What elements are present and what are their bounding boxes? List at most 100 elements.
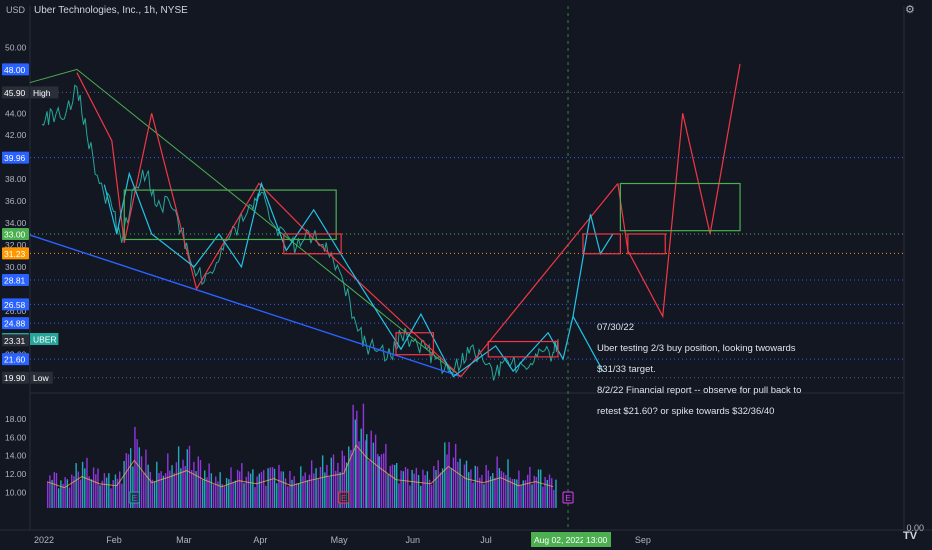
- volume-bar: [147, 464, 149, 508]
- red-range-box: [487, 340, 559, 358]
- volume-bar: [73, 476, 75, 508]
- volume-bar: [269, 467, 271, 508]
- symbol-title[interactable]: Uber Technologies, Inc., 1h, NYSE: [34, 5, 188, 16]
- cursor-time-badge: [583, 532, 612, 547]
- volume-bar: [366, 434, 368, 508]
- volume-bar: [511, 479, 514, 508]
- volume-bar: [368, 460, 370, 508]
- volume-bar: [140, 456, 143, 508]
- volume-tick-label: 18.00: [5, 414, 27, 424]
- x-tick-label: Mar: [176, 535, 192, 545]
- volume-bar: [77, 471, 80, 508]
- volume-bar: [123, 461, 125, 508]
- x-tick-label: May: [331, 535, 349, 545]
- volume-bar: [252, 469, 254, 508]
- volume-bar: [173, 472, 175, 508]
- volume-bar: [529, 466, 531, 508]
- tradingview-logo[interactable]: TV: [903, 530, 918, 542]
- volume-bar: [60, 480, 62, 508]
- volume-bar: [433, 466, 435, 508]
- price-label-tag: [30, 86, 59, 99]
- volume-bar: [370, 430, 372, 508]
- volume-bar: [151, 479, 154, 508]
- volume-bar: [136, 439, 138, 508]
- volume-bar: [197, 456, 199, 508]
- volume-bar: [420, 485, 422, 508]
- volume-bar: [215, 476, 217, 508]
- volume-bar: [360, 428, 362, 508]
- volume-bar: [424, 475, 426, 508]
- volume-bar: [55, 472, 58, 508]
- volume-bar: [457, 461, 459, 508]
- volume-bar: [149, 471, 152, 508]
- volume-bar: [535, 476, 538, 508]
- volume-bar: [540, 469, 542, 508]
- volume-bar: [439, 472, 442, 508]
- volume-bar: [354, 419, 357, 508]
- volume-bar: [101, 480, 103, 508]
- volume-bar: [470, 469, 472, 508]
- right-axis-value: 0.00: [906, 523, 924, 533]
- volume-bar: [273, 468, 276, 508]
- volume-bar: [516, 479, 518, 508]
- price-label-text: 21.60: [4, 355, 26, 365]
- red-projection-path: [76, 72, 619, 378]
- note-line: $31/33 target.: [597, 363, 656, 375]
- y-tick-label: 34.00: [5, 218, 27, 228]
- volume-bar: [208, 463, 210, 508]
- volume-bar: [156, 461, 158, 508]
- gear-icon[interactable]: ⚙: [905, 4, 915, 16]
- volume-bar: [71, 474, 73, 508]
- volume-bar: [230, 467, 232, 508]
- earnings-marker-label: E: [341, 493, 347, 503]
- volume-bar: [295, 483, 298, 508]
- volume-bar: [448, 442, 450, 508]
- earnings-marker: [128, 491, 140, 504]
- volume-bar: [474, 465, 477, 508]
- volume-bar: [404, 467, 407, 508]
- volume-bar: [167, 453, 169, 508]
- volume-bar: [446, 454, 448, 508]
- volume-bar: [177, 446, 180, 508]
- volume-bar: [315, 468, 317, 508]
- volume-bar: [188, 445, 191, 508]
- volume-bar: [114, 474, 117, 508]
- x-tick-label: Sep: [635, 535, 651, 545]
- volume-bar: [195, 471, 197, 508]
- volume-bar: [49, 475, 51, 508]
- volume-bar: [64, 477, 66, 508]
- y-tick-label: 30.00: [5, 262, 27, 272]
- volume-bar: [62, 483, 64, 508]
- volume-bar: [278, 464, 280, 508]
- volume-bar: [51, 479, 53, 508]
- volume-bar: [496, 456, 498, 508]
- volume-bar: [158, 473, 160, 508]
- y-tick-label: 44.00: [5, 108, 27, 118]
- cursor-time-text: 13:00: [586, 535, 608, 545]
- volume-bar: [485, 464, 487, 508]
- price-label-tag-text: Low: [33, 373, 49, 383]
- volume-bar: [507, 459, 509, 508]
- volume-bar: [68, 487, 71, 508]
- price-label-text: 26.58: [4, 300, 26, 310]
- red-range-box: [395, 332, 435, 356]
- volume-bar: [306, 480, 309, 508]
- volume-bar: [407, 468, 409, 508]
- volume-bar: [463, 464, 466, 508]
- volume-bar: [267, 468, 269, 508]
- volume-bar: [444, 442, 446, 508]
- volume-bar: [313, 473, 315, 508]
- volume-bar: [452, 457, 455, 508]
- volume-bar: [225, 478, 228, 508]
- y-tick-label: 42.00: [5, 130, 27, 140]
- volume-bar: [441, 468, 444, 508]
- volume-bar: [243, 483, 245, 508]
- volume-bar: [116, 478, 119, 508]
- volume-bar: [162, 475, 165, 508]
- volume-bar: [134, 426, 136, 508]
- cyan-alt-path: [572, 315, 604, 372]
- price-label-tag-text: High: [33, 88, 51, 98]
- volume-bar: [210, 473, 213, 508]
- volume-bar: [254, 487, 256, 508]
